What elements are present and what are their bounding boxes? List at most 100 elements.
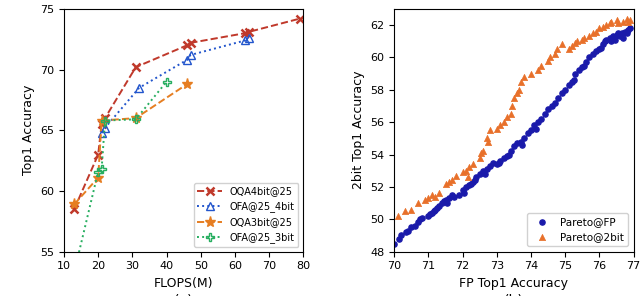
- Pareto@2bit: [572, 39, 582, 44]
- Pareto@FP: [447, 193, 458, 197]
- OQA4bit@25: [101, 116, 109, 120]
- Pareto@FP: [605, 36, 615, 40]
- Pareto@FP: [425, 212, 435, 217]
- Pareto@2bit: [550, 52, 560, 57]
- OFA@25_4bit: [187, 53, 195, 57]
- OFA@25_3bit: [98, 167, 106, 171]
- Pareto@2bit: [478, 149, 488, 154]
- OFA@25_3bit: [163, 80, 170, 83]
- OQA3bit@25: [183, 82, 191, 86]
- Pareto@FP: [616, 31, 627, 36]
- Line: OFA@25_3bit: OFA@25_3bit: [70, 78, 171, 276]
- Pareto@FP: [449, 194, 460, 199]
- Pareto@FP: [461, 184, 471, 189]
- Pareto@FP: [618, 36, 628, 40]
- Pareto@2bit: [465, 165, 475, 170]
- Pareto@FP: [516, 139, 526, 144]
- Pareto@2bit: [433, 191, 444, 196]
- OQA4bit@25: [70, 207, 78, 211]
- Pareto@2bit: [502, 115, 512, 120]
- Pareto@2bit: [420, 197, 430, 202]
- Pareto@FP: [598, 42, 608, 47]
- Pareto@2bit: [506, 112, 516, 116]
- Pareto@2bit: [591, 29, 601, 34]
- OFA@25_4bit: [136, 86, 143, 89]
- Pareto@FP: [488, 160, 499, 165]
- Pareto@FP: [430, 207, 440, 212]
- Pareto@FP: [600, 39, 610, 44]
- Pareto@2bit: [406, 207, 417, 212]
- Text: (a): (a): [174, 294, 193, 296]
- Pareto@FP: [570, 71, 580, 76]
- Pareto@2bit: [584, 34, 595, 39]
- Pareto@2bit: [567, 44, 577, 49]
- Pareto@FP: [526, 128, 536, 133]
- Pareto@FP: [502, 154, 512, 158]
- Pareto@FP: [567, 79, 577, 84]
- OQA4bit@25: [183, 44, 191, 47]
- Pareto@FP: [601, 37, 611, 42]
- Pareto@FP: [536, 117, 547, 121]
- Pareto@2bit: [532, 68, 543, 73]
- Pareto@2bit: [499, 120, 509, 125]
- Pareto@2bit: [447, 178, 458, 183]
- Pareto@FP: [557, 91, 567, 95]
- Pareto@2bit: [481, 136, 492, 141]
- Pareto@FP: [493, 160, 504, 165]
- Pareto@FP: [458, 188, 468, 192]
- Pareto@FP: [495, 159, 506, 163]
- Pareto@2bit: [423, 196, 433, 201]
- X-axis label: FLOPS(M): FLOPS(M): [154, 277, 213, 290]
- Pareto@FP: [506, 149, 516, 154]
- Pareto@FP: [563, 83, 573, 87]
- Pareto@2bit: [413, 201, 423, 205]
- OQA4bit@25: [187, 41, 195, 45]
- Pareto@FP: [532, 120, 543, 125]
- Pareto@2bit: [606, 20, 616, 24]
- Pareto@FP: [509, 144, 519, 149]
- OQA4bit@25: [241, 31, 249, 35]
- Pareto@2bit: [495, 123, 506, 128]
- Pareto@FP: [417, 215, 427, 220]
- Pareto@FP: [415, 217, 425, 222]
- Pareto@2bit: [545, 55, 555, 60]
- Pareto@FP: [439, 199, 449, 204]
- Pareto@FP: [512, 141, 522, 146]
- OFA@25_4bit: [244, 36, 252, 40]
- Pareto@FP: [428, 209, 438, 213]
- OQA4bit@25: [98, 123, 106, 126]
- Pareto@2bit: [601, 23, 611, 28]
- Pareto@2bit: [611, 18, 621, 22]
- Pareto@FP: [517, 142, 527, 147]
- Pareto@2bit: [516, 79, 526, 84]
- Pareto@FP: [519, 136, 529, 141]
- Pareto@2bit: [514, 87, 524, 92]
- OQA3bit@25: [94, 176, 102, 179]
- Pareto@FP: [522, 131, 532, 136]
- Pareto@2bit: [440, 181, 451, 186]
- Pareto@FP: [577, 65, 588, 70]
- Pareto@FP: [569, 78, 579, 83]
- Legend: Pareto@FP, Pareto@2bit: Pareto@FP, Pareto@2bit: [527, 213, 628, 246]
- Pareto@2bit: [485, 128, 495, 133]
- Pareto@FP: [485, 163, 495, 168]
- Pareto@2bit: [623, 20, 634, 24]
- Pareto@FP: [620, 29, 630, 34]
- Pareto@FP: [480, 172, 490, 176]
- Pareto@2bit: [579, 36, 589, 40]
- Pareto@FP: [460, 191, 470, 196]
- Pareto@FP: [540, 112, 550, 116]
- Pareto@2bit: [483, 139, 493, 144]
- OFA@25_3bit: [70, 271, 78, 274]
- OQA4bit@25: [132, 65, 140, 69]
- Pareto@FP: [611, 32, 621, 37]
- Pareto@2bit: [475, 155, 485, 160]
- Pareto@FP: [625, 26, 636, 31]
- OFA@25_3bit: [101, 119, 109, 122]
- Pareto@FP: [615, 34, 625, 39]
- Pareto@FP: [440, 197, 451, 202]
- Pareto@2bit: [552, 47, 562, 52]
- Pareto@FP: [560, 87, 570, 92]
- Pareto@2bit: [463, 175, 473, 180]
- Pareto@FP: [471, 175, 481, 180]
